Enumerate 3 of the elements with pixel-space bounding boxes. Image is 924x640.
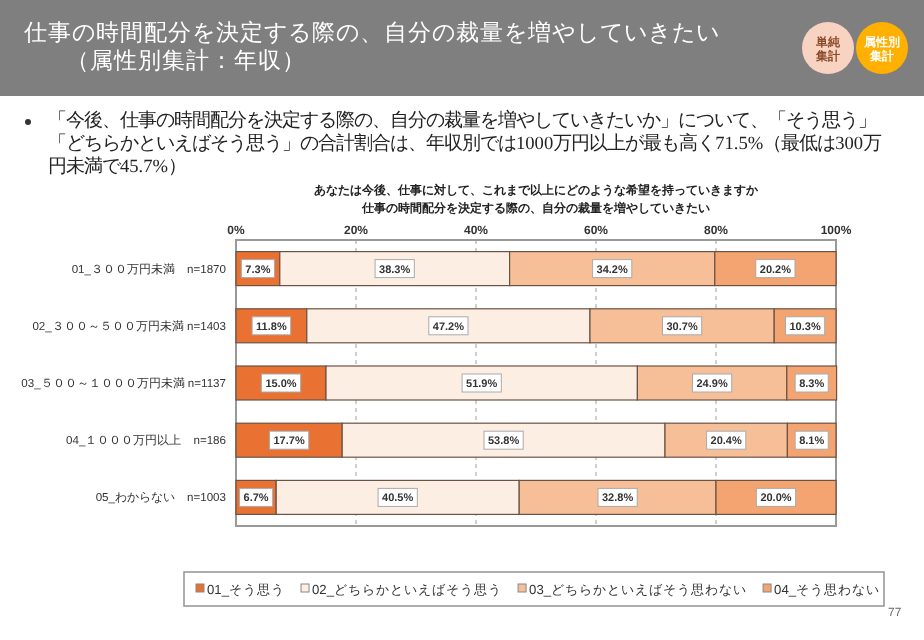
chart-title: 仕事の時間配分を決定する際の、自分の裁量を増やしていきたい	[22, 18, 720, 46]
text: 「今後、仕事の時間配分を決定する際の、自分の裁量を増やしていきたいか」について、「そう思う」「どちらかといえばそう思う」の合計割合は、年収別では1000万円以上が最も高く71.5%（最低は300万円未満で45.7%）	[48, 110, 882, 178]
chart-subtitle: （属性別集計：年収）	[66, 46, 306, 74]
